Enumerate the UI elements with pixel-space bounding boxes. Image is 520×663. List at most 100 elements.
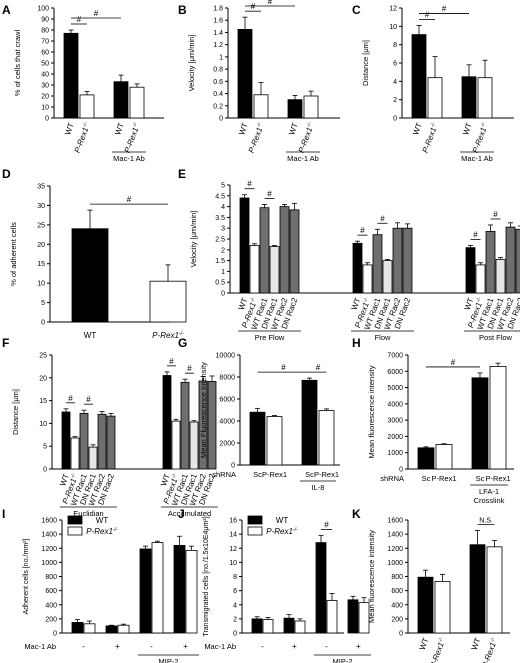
significance-label: #	[77, 15, 82, 24]
significance-label: N.S.	[479, 518, 493, 525]
y-tick-label: 10	[229, 560, 237, 567]
category-label: WT	[113, 121, 126, 136]
legend-label: WT	[276, 516, 289, 525]
category-label: P-Rex1-/-	[471, 121, 490, 154]
bar	[402, 227, 413, 294]
y-axis-label: Mean Fluorescence Intensity	[199, 362, 208, 458]
y-axis-label: Distance [μm]	[11, 389, 20, 435]
bar	[185, 549, 198, 634]
category-label: WT	[63, 121, 76, 136]
y-tick-label: 2	[393, 97, 397, 104]
category-label: Sc	[422, 474, 431, 483]
y-tick-label: 0	[231, 463, 235, 470]
bar	[465, 247, 476, 294]
group-label: MIP-2	[158, 657, 178, 663]
group-label: MIP-2	[332, 657, 352, 663]
bar	[117, 624, 130, 634]
y-tick-label: 10	[37, 281, 45, 288]
group-label: Accumulated	[168, 509, 211, 518]
y-tick-label: 1000	[41, 560, 57, 567]
panel-g: G 0 2000 4000 6000 8000 10000 Mean Fluorescence…	[178, 336, 340, 492]
bar	[435, 444, 453, 470]
panel-letter: E	[178, 167, 186, 181]
y-tick-label: 800	[391, 574, 403, 581]
legend-swatch	[247, 526, 263, 536]
bar	[489, 365, 507, 470]
condition-label: +	[356, 642, 361, 651]
y-tick-label: 2	[221, 247, 225, 254]
bar	[301, 379, 318, 466]
y-tick-label: 6	[393, 61, 397, 68]
y-tick-label: 1200	[387, 546, 403, 553]
y-tick-label: 0.6	[213, 79, 223, 86]
y-tick-label: 6000	[219, 397, 235, 404]
y-tick-label: 2	[233, 616, 237, 623]
y-axis-label: Transmigrated cells [no./1.5x10E4μm²]	[203, 516, 210, 636]
bar	[417, 576, 434, 634]
bar	[475, 264, 486, 294]
significance-label: #	[68, 394, 73, 403]
significance-label: #	[316, 363, 321, 372]
bar	[352, 242, 363, 294]
bar	[162, 375, 172, 470]
category-label: P-Rex1-/-	[123, 121, 142, 154]
panel-d: D 0 5 10 15 20 25 30 35 % of adherent cells WT P-Re…	[2, 167, 187, 340]
condition-label: +	[183, 642, 188, 651]
y-axis-label: Mean fluorescence intensity	[367, 530, 376, 623]
significance-label: #	[451, 358, 456, 367]
category-label: P-Rex1-/-	[247, 121, 266, 154]
category-label: P-Rex1-/-	[421, 121, 440, 154]
group-label: Mac-1 Ab	[287, 154, 319, 163]
category-label: P-Rex1	[485, 474, 510, 483]
bar	[207, 381, 217, 470]
y-tick-label: 4	[221, 204, 225, 211]
bar	[266, 416, 283, 466]
bar	[477, 77, 493, 119]
y-tick-label: 1000	[387, 450, 403, 457]
y-tick-label: 1600	[41, 518, 57, 525]
group-label: Crosslink	[474, 496, 505, 505]
y-tick-label: 1600	[387, 518, 403, 525]
y-tick-label: 4000	[219, 419, 235, 426]
bar	[171, 420, 181, 470]
y-tick-label: 0	[219, 116, 223, 123]
category-label: P-Rex1-/-	[428, 636, 447, 663]
y-tick-label: 35	[37, 184, 45, 191]
significance-label: #	[169, 357, 174, 366]
y-tick-label: 7000	[387, 353, 403, 360]
y-tick-label: 12	[389, 6, 397, 13]
bar	[259, 207, 270, 294]
bar	[151, 542, 164, 634]
significance-label: #	[281, 363, 286, 372]
panel-letter: K	[352, 507, 361, 521]
group-label: LFA-1	[479, 487, 499, 496]
y-tick-label: 12	[229, 546, 237, 553]
group-label: Pre Flow	[255, 333, 285, 342]
y-tick-label: 14	[229, 532, 237, 539]
panel-e: E 0 0.5 1 1.5 2 2.5 3 3.5 4 4.5 5 Velocity [μm/min] W…	[178, 167, 520, 342]
panel-letter: F	[2, 336, 9, 350]
y-tick-label: 0.8	[213, 67, 223, 74]
bar	[411, 34, 427, 119]
category-label: P-Rex1-/-	[152, 331, 184, 340]
y-tick-label: 0	[233, 631, 237, 638]
y-tick-label: 400	[391, 602, 403, 609]
y-tick-label: 80	[41, 28, 49, 35]
bar	[249, 411, 266, 466]
y-tick-label: 10	[389, 24, 397, 31]
category-label: P-Rex1-/-	[480, 636, 499, 663]
y-tick-label: 5	[43, 444, 47, 451]
significance-label: #	[94, 9, 99, 18]
y-tick-label: 600	[45, 588, 57, 595]
y-tick-label: 4000	[387, 401, 403, 408]
condition-label: -	[325, 642, 328, 651]
significance-label: #	[247, 180, 252, 189]
y-tick-label: 200	[45, 616, 57, 623]
y-tick-label: 1.5	[215, 258, 225, 265]
category-label: WT	[350, 296, 363, 311]
y-tick-label: 15	[37, 261, 45, 268]
y-tick-label: 4	[393, 79, 397, 86]
y-tick-label: 6	[233, 588, 237, 595]
bar	[253, 94, 269, 119]
